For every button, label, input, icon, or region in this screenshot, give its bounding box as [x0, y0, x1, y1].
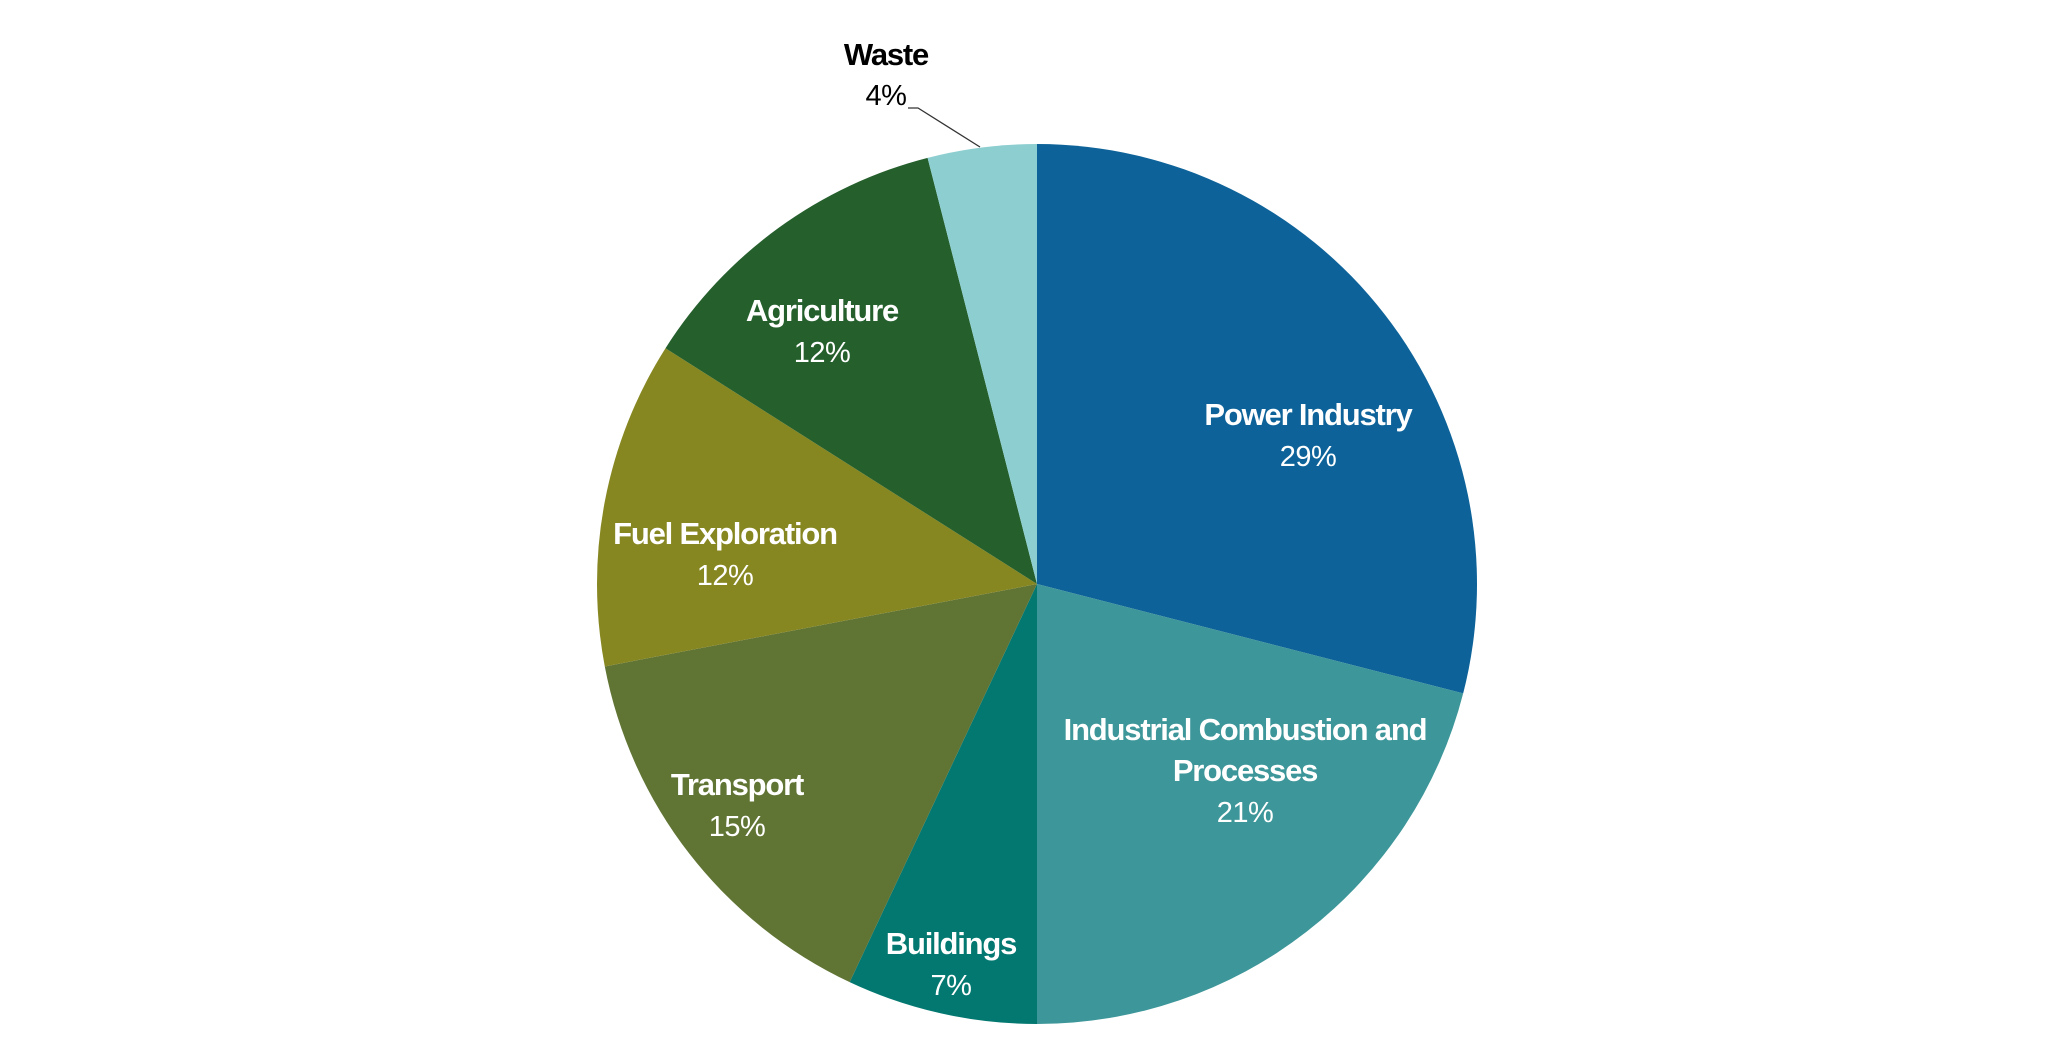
- slice-value-fuel-exploration: 12%: [697, 560, 754, 592]
- slice-label-industrial-combustion-and-processes: Industrial Combustion and: [1064, 712, 1427, 747]
- slice-power-industry: [1037, 144, 1477, 694]
- slice-value-waste: 4%: [866, 80, 907, 112]
- slice-value-power-industry: 29%: [1280, 441, 1337, 473]
- leader-line-waste: [908, 107, 981, 148]
- slice-label-industrial-combustion-and-processes: Processes: [1173, 753, 1317, 788]
- slice-value-transport: 15%: [709, 811, 766, 843]
- slice-waste: [927, 144, 1037, 584]
- slice-label-fuel-exploration: Fuel Exploration: [613, 516, 837, 551]
- slice-label-power-industry: Power Industry: [1204, 397, 1413, 432]
- slice-label-transport: Transport: [671, 767, 804, 802]
- slice-value-industrial-combustion-and-processes: 21%: [1217, 797, 1274, 829]
- slice-label-waste: Waste: [844, 37, 929, 72]
- slice-value-buildings: 7%: [931, 970, 972, 1002]
- slice-transport: [604, 584, 1037, 983]
- slice-fuel-exploration: [597, 348, 1037, 667]
- slice-value-agriculture: 12%: [794, 337, 851, 369]
- slice-label-agriculture: Agriculture: [746, 293, 899, 328]
- slice-industrial-combustion-and-processes: [1037, 584, 1464, 1024]
- slice-buildings: [849, 584, 1037, 1024]
- slice-label-buildings: Buildings: [886, 926, 1016, 961]
- slice-agriculture: [665, 157, 1037, 584]
